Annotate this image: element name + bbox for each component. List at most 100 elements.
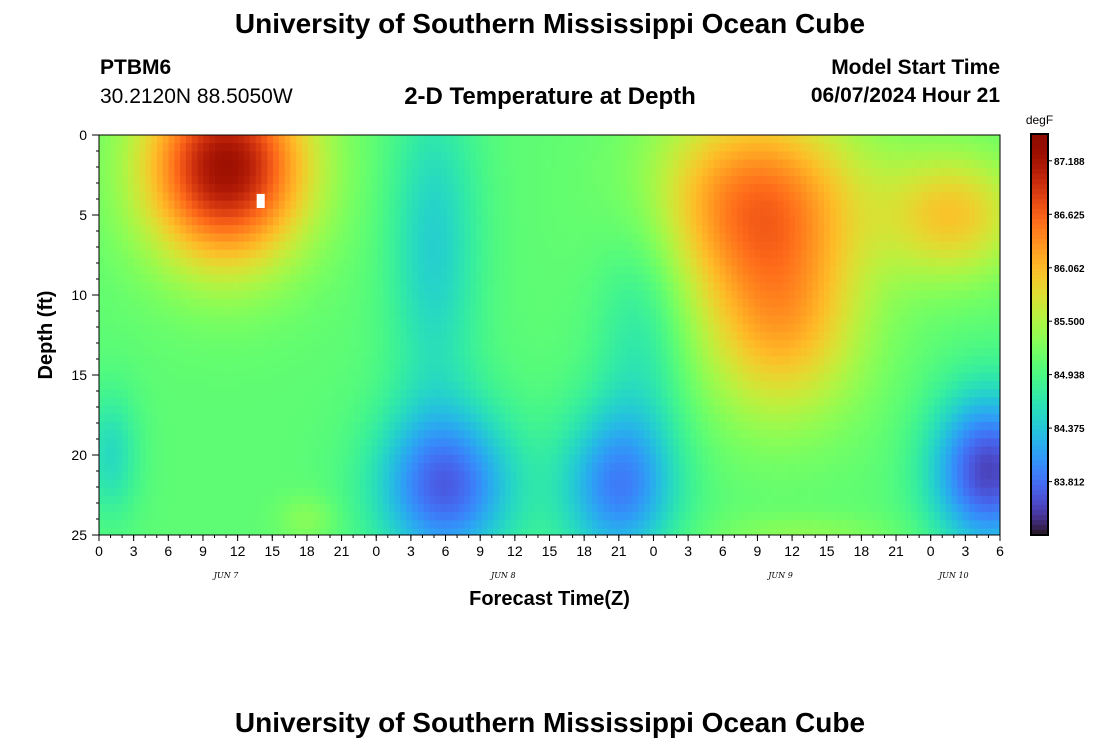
heatmap-cell [818,249,825,259]
heatmap-cell [754,381,761,390]
heatmap-cell [708,299,715,308]
heatmap-cell [951,249,958,259]
heatmap-cell [893,151,900,161]
heatmap-cell [621,348,628,357]
heatmap-cell [615,200,622,210]
heatmap-cell [412,290,419,300]
heatmap-cell [922,356,929,366]
heatmap-cell [122,241,129,251]
heatmap-cell [974,331,982,341]
heatmap-cell [702,143,709,152]
heatmap-cell [679,307,686,316]
heatmap-cell [992,151,999,161]
heatmap-cell [313,159,320,169]
heatmap-cell [742,208,750,218]
heatmap-cell [551,299,558,308]
heatmap-cell [429,389,436,398]
heatmap-cell [389,200,396,210]
heatmap-cell [447,192,454,202]
heatmap-cell [400,356,407,366]
heatmap-cell [493,331,500,341]
heatmap-cell [911,307,918,316]
heatmap-cell [893,282,900,292]
heatmap-cell [180,266,187,275]
heatmap-cell [249,331,257,341]
heatmap-cell [969,208,976,218]
heatmap-cell [847,307,854,316]
heatmap-cell [818,233,825,243]
heatmap-cell [232,299,239,308]
heatmap-cell [853,389,860,398]
heatmap-cell [864,299,871,308]
heatmap-cell [203,274,210,284]
heatmap-cell [951,274,958,284]
heatmap-cell [319,225,326,234]
heatmap-cell [441,266,448,275]
heatmap-cell [609,208,616,218]
heatmap-cell [331,389,338,398]
heatmap-cell [986,217,993,226]
heatmap-cell [296,348,303,357]
heatmap-cell [673,389,680,398]
heatmap-cell [534,290,541,300]
heatmap-cell [911,356,918,366]
heatmap-cell [737,200,744,210]
heatmap-cell [551,348,558,357]
heatmap-cell [209,135,216,144]
heatmap-cell [244,159,251,169]
heatmap-cell [104,225,112,234]
heatmap-cell [336,151,344,161]
heatmap-cell [284,167,291,177]
heatmap-cell [104,151,112,161]
heatmap-cell [754,200,761,210]
heatmap-cell [441,184,448,193]
heatmap-cell [777,282,784,292]
heatmap-cell [238,208,245,218]
heatmap-cell [162,135,170,144]
heatmap-cell [435,176,442,185]
heatmap-cell [209,192,216,202]
heatmap-cell [116,356,123,366]
heatmap-cell [458,176,465,185]
heatmap-cell [632,381,639,390]
heatmap-cell [209,364,216,374]
heatmap-cell [481,217,489,226]
heatmap-cell [621,151,628,161]
heatmap-cell [737,364,744,374]
heatmap-cell [336,290,344,300]
heatmap-cell [145,233,152,243]
heatmap-cell [650,233,657,243]
heatmap-cell [592,208,599,218]
heatmap-cell [470,225,477,234]
heatmap-cell [389,274,396,284]
heatmap-cell [267,249,274,259]
heatmap-cell [423,192,431,202]
heatmap-cell [539,135,547,144]
heatmap-cell [818,381,825,390]
heatmap-cell [197,331,204,341]
heatmap-cell [829,307,837,316]
heatmap-cell [795,200,802,210]
heatmap-cell [168,208,175,218]
heatmap-cell [887,381,895,390]
heatmap-cell [307,151,315,161]
heatmap-cell [615,249,622,259]
heatmap-cell [574,135,581,144]
heatmap-cell [737,356,744,366]
heatmap-cell [516,381,523,390]
heatmap-cell [220,266,228,275]
heatmap-cell [580,241,587,251]
heatmap-cell [302,372,309,382]
heatmap-cell [516,225,523,234]
heatmap-cell [354,372,361,382]
heatmap-cell [244,200,251,210]
heatmap-cell [557,143,564,152]
heatmap-cell [273,184,280,193]
heatmap-cell [238,315,245,325]
heatmap-cell [586,282,593,292]
heatmap-cell [742,282,750,292]
heatmap-cell [795,143,802,152]
heatmap-cell [197,299,204,308]
heatmap-cell [377,315,384,325]
heatmap-cell [104,381,112,390]
